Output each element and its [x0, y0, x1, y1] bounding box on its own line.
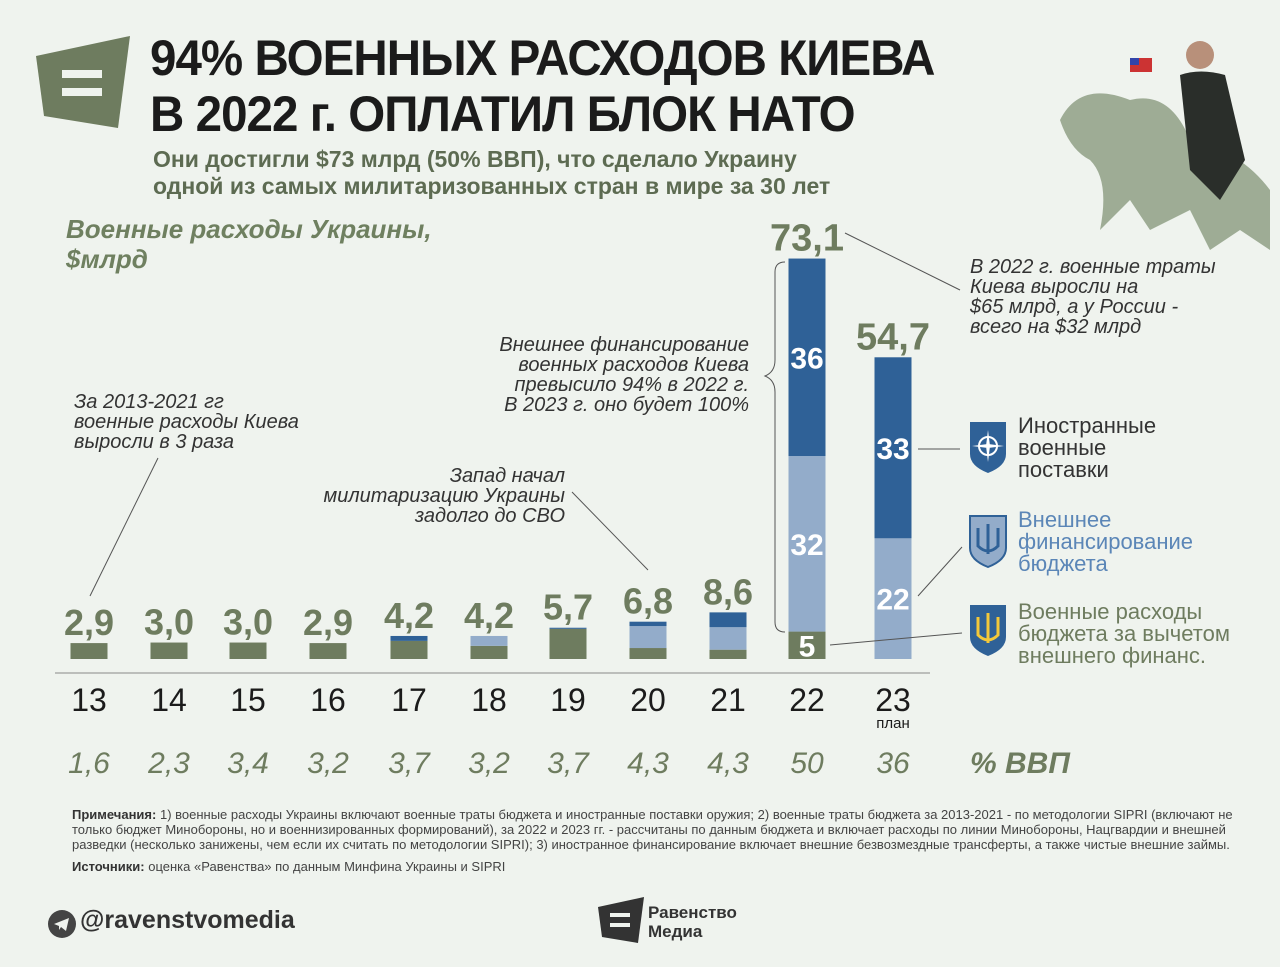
- bar-segment-budget-20: [629, 648, 667, 659]
- annotation-leader: [571, 491, 649, 571]
- bar-segment-budget-16: [309, 643, 347, 659]
- total-label: 2,9: [303, 602, 353, 643]
- bar-segment-budget-18: [470, 645, 508, 659]
- total-label: 5,7: [543, 587, 593, 628]
- x-tick-label: 20: [630, 682, 666, 718]
- bar-segment-foreign-20: [629, 621, 667, 627]
- x-tick-sublabel: план: [876, 715, 910, 732]
- gdp-share-label: 3,4: [227, 747, 269, 780]
- bar-segment-budget-21: [709, 649, 747, 659]
- x-tick-label: 17: [391, 682, 427, 718]
- ravenstvo-logo-icon: [36, 36, 130, 128]
- x-tick-label: 15: [230, 682, 266, 718]
- x-tick-label: 16: [310, 682, 346, 718]
- annotation-2022-growth: В 2022 г. военные траты Киева выросли на $…: [970, 256, 1216, 338]
- stacked-bar-chart: 2,9 13 1,6 3,0 14 2,3 3,0 15 3,4 2,9 16 3,2 4,2 17 3,7…: [55, 218, 1071, 780]
- bar-segment-foreign-17: [390, 635, 428, 641]
- trident-shield-yellow-icon: [970, 605, 1006, 656]
- brand-name: Равенство Медиа: [648, 903, 737, 941]
- annotation-external-financing: Внешнее финансирование военных расходов К…: [499, 334, 749, 416]
- legend-budget: Военные расходы бюджета за вычетом внешнег…: [1018, 599, 1230, 668]
- bar-segment-external-18: [470, 635, 508, 646]
- gdp-share-label: 2,3: [147, 747, 190, 780]
- legend-external: Внешнее финансирование бюджета: [1018, 507, 1194, 576]
- x-tick-label: 18: [471, 682, 507, 718]
- segment-label: 36: [790, 342, 823, 375]
- gdp-share-label: 50: [790, 747, 824, 780]
- legend-foreign: Иностранные военные поставки: [1018, 413, 1157, 482]
- x-tick-label: 23: [875, 682, 911, 718]
- page-title: 94% ВОЕННЫХ РАСХОДОВ КИЕВА В 2022 г. ОПЛА…: [150, 30, 936, 142]
- chart-title: Военные расходы Украины, $млрд: [66, 214, 432, 274]
- total-label: 54,7: [856, 316, 930, 358]
- gdp-share-label: 4,3: [627, 747, 669, 780]
- x-tick-label: 13: [71, 682, 107, 718]
- total-label: 3,0: [223, 602, 273, 643]
- notes: Примечания: 1) военные расходы Украины в…: [72, 807, 1233, 874]
- bar-segment-budget-13: [70, 643, 108, 659]
- illustration-rider-on-money-horse: [1060, 41, 1270, 250]
- bar-segment-foreign-23: [874, 357, 912, 539]
- annotation-leader: [844, 232, 961, 291]
- annotation-bracket: [763, 261, 786, 633]
- bar-segment-foreign-19: [549, 627, 587, 629]
- trident-shield-blue-icon: [969, 515, 1007, 568]
- bar-segment-foreign-21: [709, 612, 747, 628]
- total-label: 2,9: [64, 602, 114, 643]
- gdp-share-label: 3,7: [547, 747, 590, 780]
- bar-segment-budget-14: [150, 642, 188, 659]
- total-label: 4,2: [384, 595, 434, 636]
- nato-shield-icon: [970, 422, 1006, 473]
- annotation-leader: [917, 546, 963, 597]
- brand-logo-icon: [598, 897, 644, 943]
- gdp-share-title: % ВВП: [970, 747, 1071, 780]
- gdp-share-label: 3,7: [388, 747, 431, 780]
- gdp-share-label: 3,2: [468, 747, 510, 780]
- annotation-west: Запад начал милитаризацию Украины задолго …: [323, 465, 565, 527]
- telegram-handle[interactable]: @ravenstvomedia: [80, 906, 295, 934]
- x-tick-label: 21: [710, 682, 746, 718]
- segment-label: 5: [799, 630, 816, 663]
- segment-label: 32: [790, 529, 823, 562]
- bar-segment-external-21: [709, 627, 747, 650]
- total-label: 3,0: [144, 602, 194, 643]
- total-label: 8,6: [703, 571, 753, 612]
- x-tick-label: 22: [789, 682, 825, 718]
- segment-label: 22: [876, 584, 909, 617]
- bar-segment-budget-19: [549, 628, 587, 659]
- bar-segment-budget-22: [788, 631, 826, 659]
- x-tick-label: 19: [550, 682, 586, 718]
- bar-segment-external-20: [629, 626, 667, 649]
- total-label: 4,2: [464, 595, 514, 636]
- bar-segment-budget-17: [390, 640, 428, 659]
- bar-segment-budget-15: [229, 642, 267, 659]
- gdp-share-label: 3,2: [307, 747, 349, 780]
- bar-segment-foreign-22: [788, 258, 826, 457]
- subtitle: Они достигли $73 млрд (50% ВВП), что сде…: [153, 146, 831, 199]
- gdp-share-label: 36: [876, 747, 910, 780]
- annotation-growth: За 2013-2021 гг военные расходы Киева выро…: [74, 391, 299, 453]
- gdp-share-label: 1,6: [68, 747, 110, 780]
- telegram-icon: [48, 910, 76, 938]
- segment-label: 33: [876, 433, 909, 466]
- annotation-leader: [829, 632, 963, 646]
- gdp-share-label: 4,3: [707, 747, 749, 780]
- total-label: 6,8: [623, 581, 673, 622]
- x-tick-label: 14: [151, 682, 187, 718]
- annotation-leader: [89, 457, 159, 597]
- bar-segment-external-22: [788, 456, 826, 632]
- total-label: 73,1: [770, 218, 844, 260]
